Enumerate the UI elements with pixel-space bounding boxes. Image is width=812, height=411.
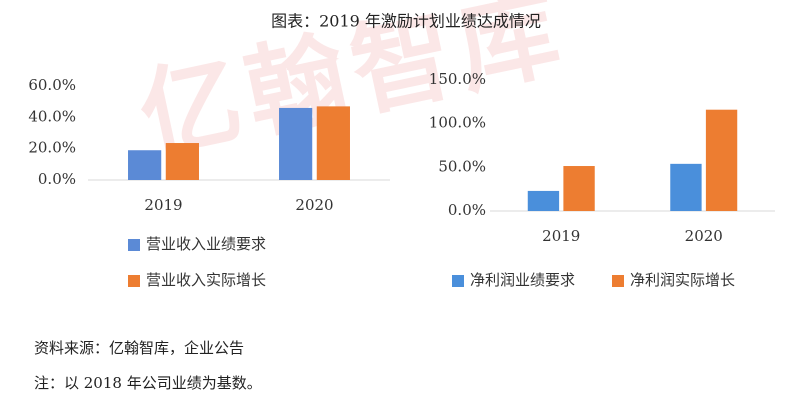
y-tick-label: 40.0%: [28, 107, 76, 125]
legend-swatch: [452, 275, 464, 287]
legend-swatch: [612, 275, 624, 287]
x-tick-label: 2019: [542, 227, 580, 245]
legend-label: 净利润实际增长: [630, 271, 735, 289]
y-tick-label: 100.0%: [429, 114, 486, 132]
note: 资料来源：亿翰智库，企业公告: [34, 339, 244, 357]
bar: [670, 163, 702, 211]
y-tick-label: 150.0%: [429, 70, 486, 88]
legend-swatch: [128, 275, 140, 287]
x-tick-label: 2020: [295, 196, 333, 214]
y-tick-label: 60.0%: [28, 76, 76, 94]
legend-label: 营业收入实际增长: [146, 271, 266, 289]
y-tick-label: 20.0%: [28, 139, 76, 157]
bar: [279, 107, 313, 180]
y-tick-label: 50.0%: [438, 157, 486, 175]
bar: [165, 143, 199, 180]
bar: [128, 150, 162, 180]
y-tick-label: 0.0%: [448, 201, 486, 219]
bar: [563, 166, 595, 211]
legend-swatch: [128, 239, 140, 251]
note: 注：以 2018 年公司业绩为基数。: [34, 374, 262, 392]
y-tick-label: 0.0%: [38, 170, 76, 188]
x-tick-label: 2019: [144, 196, 182, 214]
title: 图表：2019 年激励计划业绩达成情况: [271, 12, 541, 31]
x-tick-label: 2020: [685, 227, 723, 245]
legend-label: 营业收入业绩要求: [146, 235, 266, 253]
bar: [527, 190, 560, 211]
bar: [705, 109, 738, 211]
bar: [316, 106, 350, 180]
legend-label: 净利润业绩要求: [470, 271, 575, 289]
